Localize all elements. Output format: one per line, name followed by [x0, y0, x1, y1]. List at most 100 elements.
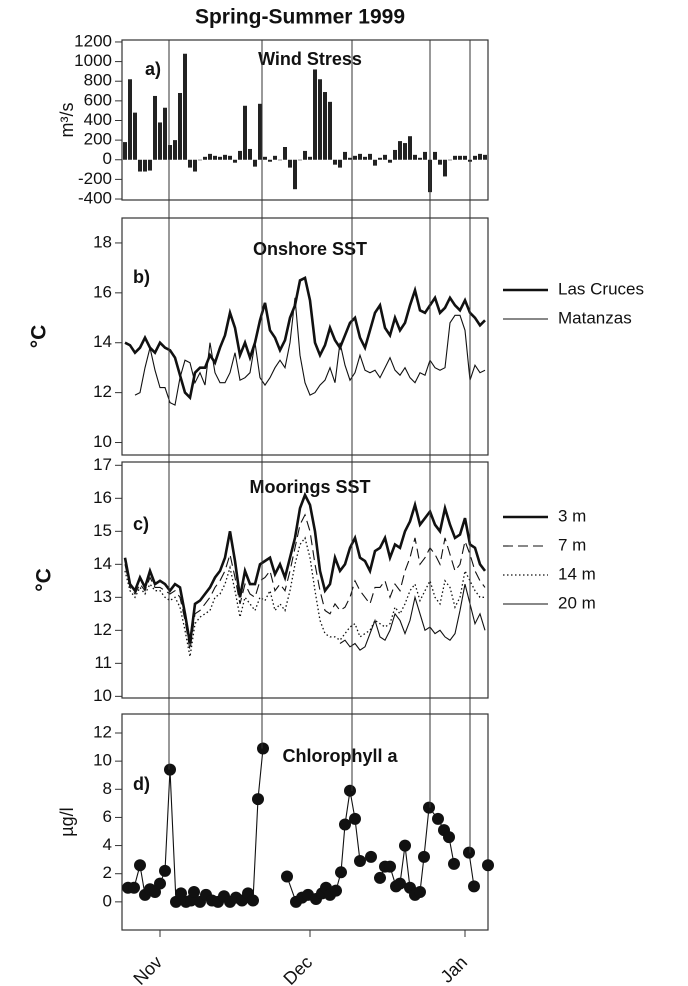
- y-tick-label: 0: [103, 891, 112, 910]
- bar: [438, 159, 442, 165]
- y-tick-label: 400: [84, 110, 112, 129]
- data-point: [247, 894, 259, 907]
- y-tick-label: 12: [93, 620, 112, 639]
- panel-label: b): [133, 267, 150, 287]
- bar: [233, 159, 237, 163]
- bar: [163, 107, 167, 160]
- bar: [408, 136, 412, 160]
- bar: [398, 141, 402, 160]
- y-axis-label: °C: [28, 325, 51, 349]
- bar: [213, 155, 217, 160]
- bar: [348, 157, 352, 160]
- bar: [133, 112, 137, 160]
- panel-label: d): [133, 774, 150, 794]
- bar: [268, 159, 272, 162]
- y-tick-label: 14: [93, 554, 112, 573]
- data-point: [257, 742, 269, 755]
- data-point: [134, 859, 146, 872]
- data-point: [399, 839, 411, 852]
- panel-title: Chlorophyll a: [282, 746, 398, 766]
- data-point: [448, 857, 460, 870]
- series-line: [123, 491, 487, 644]
- y-tick-label: 10: [93, 432, 112, 451]
- plot-frame: [121, 713, 489, 931]
- data-point: [188, 886, 200, 899]
- y-tick-label: 12: [93, 722, 112, 741]
- bar: [483, 154, 487, 160]
- bar: [343, 151, 347, 160]
- bar: [248, 148, 252, 160]
- y-axis-label: µg/l: [57, 807, 77, 836]
- data-point: [418, 850, 430, 863]
- series-line: [124, 513, 486, 651]
- bar: [443, 159, 447, 177]
- bar: [383, 154, 387, 160]
- plot-frame: [121, 217, 489, 456]
- bar: [423, 151, 427, 160]
- bar: [288, 159, 292, 168]
- data-point: [384, 860, 396, 873]
- bar: [373, 159, 377, 166]
- bar: [298, 159, 302, 161]
- figure-title: Spring-Summer 1999: [195, 6, 405, 29]
- bar: [173, 140, 177, 160]
- bar: [393, 149, 397, 160]
- y-tick-label: 15: [93, 521, 112, 540]
- bar: [253, 159, 257, 167]
- data-point: [164, 763, 176, 776]
- y-tick-label: 8: [103, 779, 112, 798]
- bar: [258, 103, 262, 160]
- data-point: [154, 877, 166, 890]
- x-tick-label: Jan: [437, 952, 472, 986]
- bar: [478, 153, 482, 160]
- y-tick-label: 10: [93, 686, 112, 705]
- bar: [313, 69, 317, 160]
- data-point: [414, 886, 426, 899]
- data-point: [252, 793, 264, 806]
- legend-label: Las Cruces: [558, 279, 644, 298]
- bar: [143, 159, 147, 172]
- bar: [243, 105, 247, 160]
- series-line: [339, 583, 486, 651]
- panel-title: Moorings SST: [250, 477, 371, 497]
- bar: [208, 153, 212, 160]
- y-tick-label: 1000: [74, 51, 112, 70]
- legend-label: Matanzas: [558, 308, 632, 327]
- y-tick-label: -200: [78, 169, 112, 188]
- y-tick-label: 16: [93, 282, 112, 301]
- bar: [463, 155, 467, 160]
- data-point: [281, 870, 293, 883]
- y-tick-label: 200: [84, 130, 112, 149]
- y-tick-label: 18: [93, 232, 112, 251]
- data-point: [423, 801, 435, 814]
- bar: [388, 159, 392, 163]
- series-line: [124, 536, 485, 657]
- data-point: [339, 818, 351, 831]
- bar: [178, 93, 182, 160]
- bar: [153, 95, 157, 160]
- bar: [338, 159, 342, 168]
- bar: [263, 156, 267, 160]
- bar: [378, 157, 382, 160]
- bar: [328, 101, 332, 160]
- data-point: [374, 871, 386, 884]
- bar: [458, 155, 462, 160]
- bar: [363, 156, 367, 160]
- bar: [358, 153, 362, 160]
- legend-label: 3 m: [558, 506, 586, 525]
- bar: [193, 159, 197, 172]
- data-point: [482, 859, 494, 872]
- y-tick-label: 2: [103, 863, 112, 882]
- panel-label: a): [145, 59, 161, 79]
- bar: [473, 155, 477, 160]
- bar: [353, 155, 357, 160]
- bar: [413, 154, 417, 160]
- y-tick-label: 17: [93, 455, 112, 474]
- bar: [158, 122, 162, 160]
- data-point: [463, 846, 475, 859]
- y-tick-label: 1200: [74, 31, 112, 50]
- y-axis-label: m³/s: [57, 103, 77, 138]
- y-tick-label: 14: [93, 332, 112, 351]
- y-tick-label: 600: [84, 90, 112, 109]
- bar: [303, 150, 307, 160]
